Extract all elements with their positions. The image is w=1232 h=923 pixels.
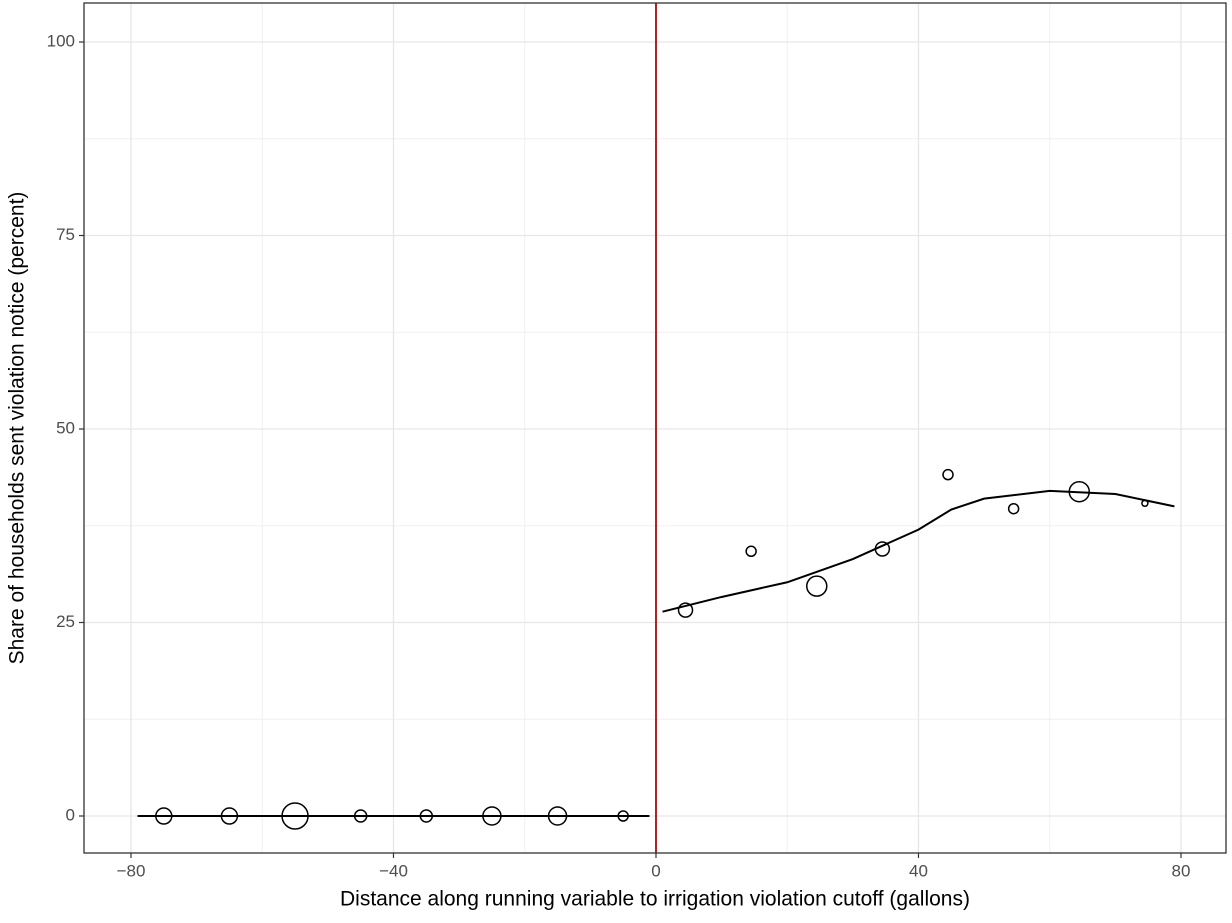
x-tick-label: −80 (117, 861, 146, 880)
point (155, 807, 173, 825)
point (745, 545, 757, 558)
point (547, 806, 568, 826)
x-tick-label: 0 (651, 861, 660, 880)
y-tick-label: 50 (56, 418, 75, 437)
x-axis-title: Distance along running variable to irrig… (340, 888, 970, 911)
y-tick-label: 25 (56, 612, 75, 631)
point (353, 809, 368, 823)
point (677, 602, 694, 618)
point (419, 809, 434, 823)
point (617, 810, 629, 822)
point (1007, 502, 1020, 515)
y-tick-label: 0 (66, 805, 75, 824)
x-tick-label: 40 (909, 861, 928, 880)
point (220, 807, 239, 825)
point (806, 575, 828, 597)
point (482, 806, 502, 826)
x-tick-label: 80 (1172, 861, 1191, 880)
plot-border (83, 2, 1227, 854)
point (874, 541, 891, 557)
fit-line (662, 489, 1175, 613)
y-tick-label: 100 (47, 31, 75, 50)
x-tick-label: −40 (379, 861, 408, 880)
y-axis-title: Share of households sent violation notic… (6, 192, 29, 665)
y-tick-label: 75 (56, 225, 75, 244)
point (281, 802, 309, 830)
point (942, 468, 954, 481)
point (1068, 480, 1091, 503)
point (1141, 499, 1149, 508)
